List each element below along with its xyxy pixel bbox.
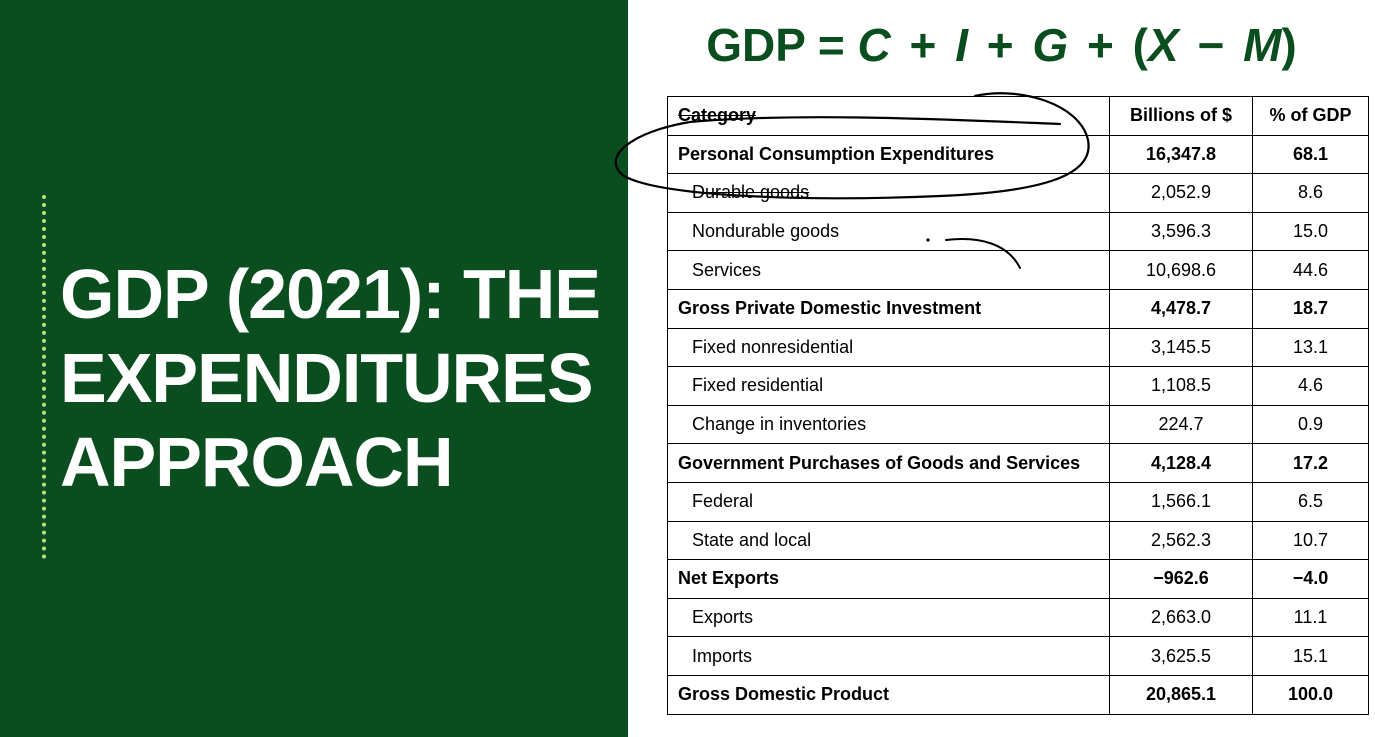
header-category: Category [667,96,1110,136]
row-category: Gross Domestic Product [667,674,1110,715]
row-billions: 1,108.5 [1109,366,1253,406]
gdp-formula: GDP = C + I + G + (X − M) [628,18,1375,72]
table-row: State and local 2,562.3 10.7 [667,520,1369,561]
table-row: Services 10,698.6 44.6 [667,250,1369,290]
gdp-table: Category Billions of $ % of GDP Personal… [667,96,1369,715]
row-pct: 15.0 [1252,211,1369,252]
row-category: State and local [667,520,1110,561]
row-category: Net Exports [667,559,1110,599]
row-billions: 3,596.3 [1109,211,1253,252]
formula-i: I [955,19,968,71]
row-category: Services [667,250,1110,290]
row-pct: 100.0 [1252,674,1369,715]
formula-plus-3: + [1086,19,1114,71]
row-pct: 18.7 [1252,288,1369,329]
row-category: Change in inventories [667,404,1110,445]
row-billions: 224.7 [1109,404,1253,445]
table-row: Gross Private Domestic Investment 4,478.… [667,288,1369,329]
row-billions: 20,865.1 [1109,674,1253,715]
row-pct: 13.1 [1252,327,1369,368]
title-line-3: APPROACH [60,423,454,501]
table-row: Net Exports −962.6 −4.0 [667,559,1369,599]
formula-c: C [857,19,891,71]
row-category: Durable goods [667,173,1110,213]
table-row: Personal Consumption Expenditures 16,347… [667,134,1369,175]
row-pct: 11.1 [1252,597,1369,638]
row-category: Nondurable goods [667,211,1110,252]
formula-x: X [1147,19,1179,71]
table-row: Exports 2,663.0 11.1 [667,597,1369,638]
row-pct: −4.0 [1252,559,1369,599]
row-pct: 17.2 [1252,443,1369,483]
table-row: Federal 1,566.1 6.5 [667,481,1369,522]
header-billions: Billions of $ [1109,96,1253,136]
table-row: Fixed residential 1,108.5 4.6 [667,366,1369,406]
row-billions: 3,625.5 [1109,636,1253,676]
row-billions: −962.6 [1109,559,1253,599]
title-line-2: EXPENDITURES [60,339,594,417]
row-pct: 44.6 [1252,250,1369,290]
row-category: Gross Private Domestic Investment [667,288,1110,329]
formula-g: G [1032,19,1069,71]
row-category: Fixed residential [667,366,1110,406]
formula-close-paren: ) [1281,19,1297,71]
row-category: Federal [667,481,1110,522]
row-billions: 2,562.3 [1109,520,1253,561]
row-category: Fixed nonresidential [667,327,1110,368]
row-billions: 2,052.9 [1109,173,1253,213]
row-billions: 3,145.5 [1109,327,1253,368]
row-pct: 8.6 [1252,173,1369,213]
title-panel [0,0,628,737]
row-pct: 68.1 [1252,134,1369,175]
formula-plus-1: + [909,19,937,71]
table-row: Durable goods 2,052.9 8.6 [667,173,1369,213]
row-category: Imports [667,636,1110,676]
row-category: Exports [667,597,1110,638]
row-billions: 1,566.1 [1109,481,1253,522]
row-billions: 2,663.0 [1109,597,1253,638]
formula-m: M [1243,19,1282,71]
dotted-divider [42,195,46,559]
table-row: Fixed nonresidential 3,145.5 13.1 [667,327,1369,368]
row-billions: 10,698.6 [1109,250,1253,290]
row-category: Government Purchases of Goods and Servic… [667,443,1110,483]
table-row: Imports 3,625.5 15.1 [667,636,1369,676]
table-row: Change in inventories 224.7 0.9 [667,404,1369,445]
row-pct: 0.9 [1252,404,1369,445]
formula-open-paren: ( [1132,19,1148,71]
header-pct: % of GDP [1252,96,1369,136]
row-pct: 4.6 [1252,366,1369,406]
table-row: Government Purchases of Goods and Servic… [667,443,1369,483]
row-billions: 4,478.7 [1109,288,1253,329]
slide-title: GDP (2021): THE EXPENDITURES APPROACH [60,252,620,504]
row-pct: 10.7 [1252,520,1369,561]
row-billions: 16,347.8 [1109,134,1253,175]
formula-lhs: GDP = [706,19,845,71]
table-header-row: Category Billions of $ % of GDP [667,96,1369,136]
table-row: Nondurable goods 3,596.3 15.0 [667,211,1369,252]
row-billions: 4,128.4 [1109,443,1253,483]
row-category: Personal Consumption Expenditures [667,134,1110,175]
table-row: Gross Domestic Product 20,865.1 100.0 [667,674,1369,715]
row-pct: 15.1 [1252,636,1369,676]
formula-minus: − [1197,19,1225,71]
formula-plus-2: + [986,19,1014,71]
row-pct: 6.5 [1252,481,1369,522]
title-line-1: GDP (2021): THE [60,255,601,333]
